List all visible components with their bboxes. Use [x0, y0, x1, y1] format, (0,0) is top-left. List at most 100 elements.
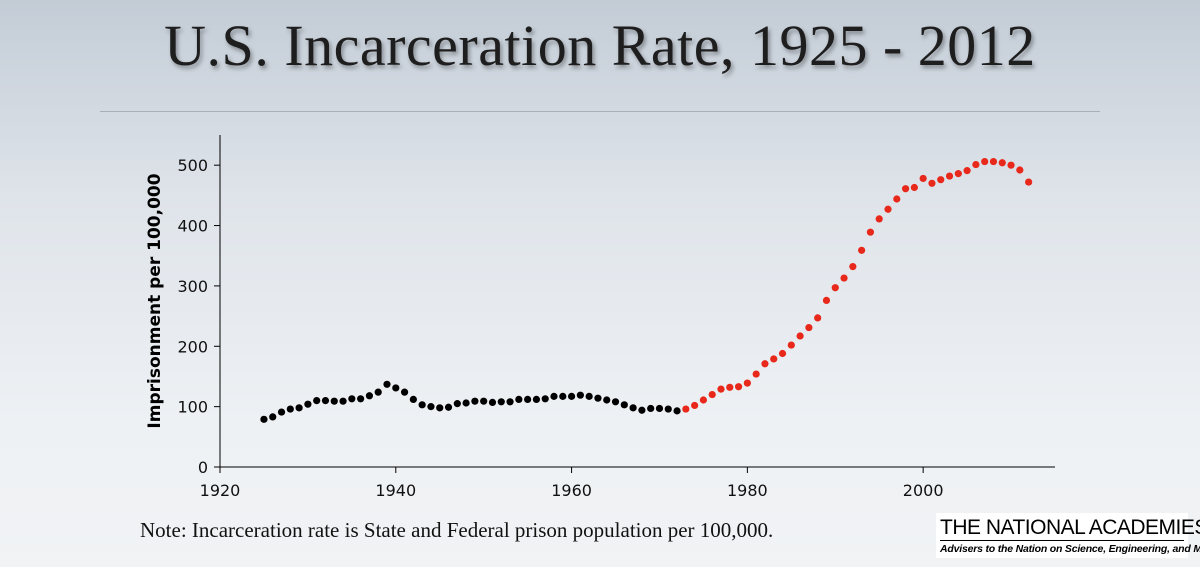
- data-point-series-1: [269, 413, 277, 421]
- data-point-series-1: [532, 395, 541, 403]
- data-point-series-2: [989, 157, 998, 166]
- data-point-series-1: [348, 395, 356, 403]
- data-point-series-1: [603, 396, 611, 404]
- data-point-series-2: [945, 172, 954, 180]
- data-point-series-1: [629, 404, 637, 412]
- data-point-series-2: [734, 383, 743, 391]
- data-point-series-1: [436, 404, 444, 412]
- logo-name: THE NATIONAL ACADEMIES: [940, 516, 1200, 539]
- y-tick-label: 100: [177, 398, 208, 417]
- slide-title: U.S. Incarceration Rate, 1925 - 2012: [164, 13, 1036, 78]
- x-tick-label: 1940: [375, 481, 416, 500]
- data-point-series-2: [752, 370, 760, 378]
- data-point-series-1: [480, 397, 488, 405]
- data-point-series-1: [304, 400, 312, 408]
- data-point-series-1: [594, 394, 602, 402]
- y-tick-label: 500: [177, 156, 208, 175]
- data-point-series-1: [444, 403, 453, 411]
- data-point-series-2: [875, 215, 883, 223]
- data-point-series-1: [664, 405, 672, 413]
- data-point-series-1: [462, 399, 470, 407]
- data-point-series-1: [567, 392, 576, 400]
- data-point-series-2: [910, 183, 918, 192]
- data-point-series-2: [972, 160, 980, 169]
- data-point-series-2: [822, 296, 831, 304]
- data-point-series-1: [471, 397, 479, 405]
- data-point-series-1: [427, 403, 435, 411]
- data-point-series-1: [392, 384, 400, 392]
- data-point-series-2: [1016, 166, 1024, 174]
- data-point-series-1: [295, 404, 303, 412]
- data-point-series-1: [365, 392, 374, 400]
- data-point-series-2: [787, 341, 795, 349]
- data-point-series-1: [585, 392, 593, 400]
- data-point-series-2: [954, 170, 962, 178]
- y-tick-label: 400: [177, 217, 208, 236]
- y-axis-label: Imprisonment per 100,000: [145, 173, 165, 428]
- chart-points: [260, 157, 1033, 423]
- data-point-series-1: [524, 395, 532, 403]
- data-point-series-1: [515, 395, 523, 403]
- title-divider: [100, 111, 1100, 112]
- data-point-series-2: [840, 274, 848, 282]
- data-point-series-2: [1007, 161, 1015, 169]
- data-point-series-2: [743, 379, 751, 387]
- data-point-series-1: [277, 408, 286, 416]
- data-point-series-2: [981, 157, 989, 166]
- data-point-series-1: [453, 400, 461, 408]
- data-point-series-2: [717, 385, 725, 393]
- data-point-series-1: [339, 397, 347, 405]
- data-point-series-2: [884, 205, 892, 213]
- data-point-series-1: [576, 391, 584, 399]
- data-point-series-1: [497, 398, 505, 406]
- chart-ticks: 0 100 200 300 400 500 1920 1940 1960 1980 2000: [177, 156, 943, 500]
- data-point-series-1: [506, 398, 514, 406]
- data-point-series-2: [866, 228, 875, 236]
- data-point-series-1: [357, 395, 365, 403]
- data-point-series-1: [638, 406, 646, 414]
- data-point-series-1: [260, 415, 268, 423]
- data-point-series-1: [488, 398, 497, 407]
- x-tick-label: 1980: [727, 481, 768, 500]
- data-point-series-1: [655, 404, 664, 413]
- data-point-series-1: [550, 392, 558, 400]
- data-point-series-2: [726, 383, 734, 391]
- data-point-series-2: [919, 174, 927, 183]
- data-point-series-1: [611, 398, 620, 406]
- data-point-series-2: [761, 360, 769, 368]
- data-point-series-1: [620, 401, 628, 409]
- data-point-series-2: [682, 405, 690, 413]
- y-tick-label: 300: [177, 277, 208, 296]
- data-point-series-1: [330, 397, 338, 405]
- data-point-series-2: [699, 396, 708, 404]
- y-tick-label: 200: [177, 337, 208, 356]
- data-point-series-2: [814, 314, 822, 322]
- data-point-series-1: [409, 395, 417, 403]
- data-point-series-2: [963, 167, 971, 175]
- data-point-series-1: [321, 397, 330, 405]
- data-point-series-2: [708, 390, 716, 399]
- x-tick-label: 2000: [903, 481, 944, 500]
- data-point-series-2: [858, 246, 866, 254]
- data-point-series-1: [418, 401, 426, 409]
- data-point-series-2: [998, 159, 1006, 167]
- logo-tagline: Advisers to the Nation on Science, Engin…: [940, 540, 1200, 555]
- data-point-series-2: [928, 179, 936, 187]
- data-point-series-2: [893, 195, 901, 203]
- data-point-series-2: [937, 176, 945, 184]
- data-point-series-2: [849, 262, 857, 271]
- data-point-series-1: [400, 388, 409, 396]
- data-point-series-1: [286, 405, 294, 413]
- data-point-series-2: [831, 284, 839, 292]
- x-tick-label: 1960: [551, 481, 592, 500]
- chart-axes: [219, 135, 1055, 468]
- national-academies-logo: THE NATIONAL ACADEMIES Advisers to the N…: [936, 513, 1200, 558]
- data-point-series-2: [796, 332, 804, 340]
- data-point-series-2: [1025, 178, 1033, 186]
- data-point-series-2: [770, 355, 778, 363]
- data-point-series-1: [673, 407, 681, 415]
- data-point-series-2: [805, 323, 813, 332]
- x-tick-label: 1920: [200, 481, 241, 500]
- data-point-series-1: [559, 392, 567, 400]
